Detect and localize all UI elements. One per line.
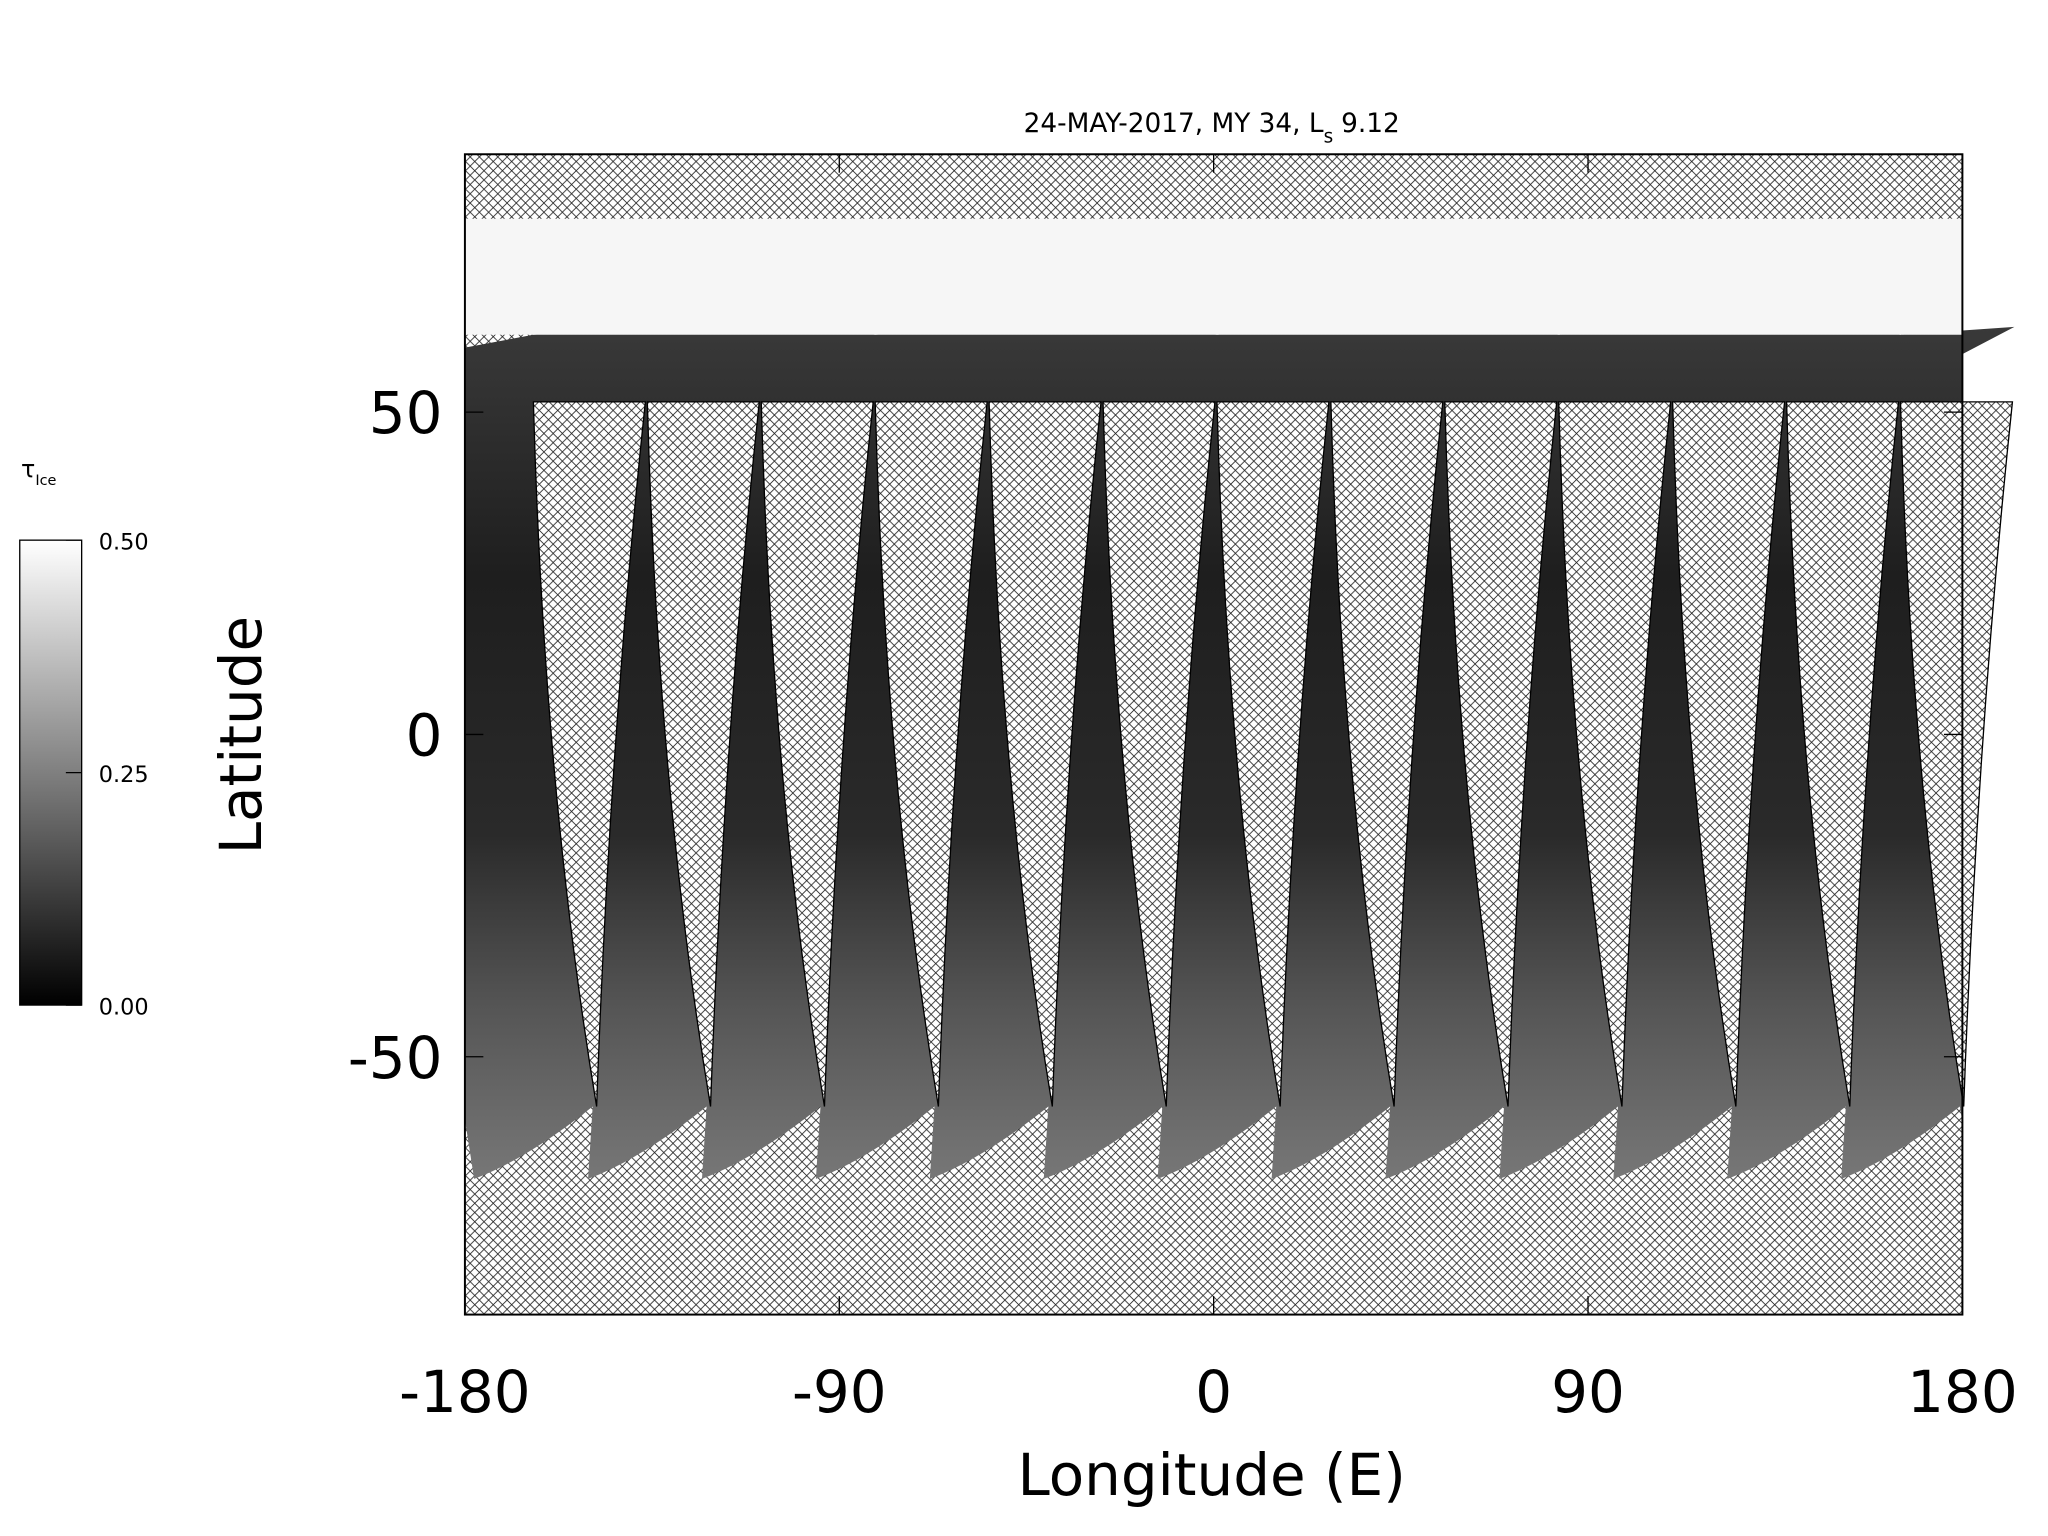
- y-tick-label: 50: [369, 379, 443, 447]
- colorbar-tick-label: 0.25: [99, 762, 149, 788]
- data-gap: [1785, 401, 1900, 1107]
- data-gap: [1216, 401, 1330, 1107]
- polar-cap: [464, 218, 1963, 335]
- data-gap: [532, 401, 647, 1107]
- x-axis-label: Longitude (E): [1017, 1441, 1405, 1509]
- x-tick-label: 180: [1907, 1358, 2018, 1426]
- x-tick-label: -180: [399, 1358, 531, 1426]
- data-gap: [988, 401, 1102, 1107]
- data-gap: [874, 401, 988, 1107]
- y-axis-label: Latitude: [207, 616, 275, 854]
- colorbar-tick-label: 0.50: [99, 529, 149, 555]
- x-tick-label: 0: [1195, 1358, 1232, 1426]
- data-gap: [760, 401, 874, 1107]
- chart-title: 24-MAY-2017, MY 34, Ls 9.12: [1024, 109, 1400, 148]
- data-gap: [1558, 401, 1672, 1107]
- x-tick-label: -90: [792, 1358, 887, 1426]
- data-gap: [1444, 401, 1558, 1107]
- data-gap: [1899, 401, 2014, 1107]
- x-tick-label: 90: [1551, 1358, 1625, 1426]
- data-gap: [646, 401, 761, 1107]
- data-gap: [1102, 401, 1216, 1107]
- y-tick-label: 0: [406, 701, 443, 769]
- y-tick-label: -50: [348, 1024, 443, 1092]
- colorbar-label: τIce: [21, 455, 56, 489]
- colorbar-tick-label: 0.00: [99, 994, 149, 1020]
- data-gap: [1671, 401, 1786, 1107]
- data-gap: [1330, 401, 1444, 1107]
- map: [463, 153, 2015, 1316]
